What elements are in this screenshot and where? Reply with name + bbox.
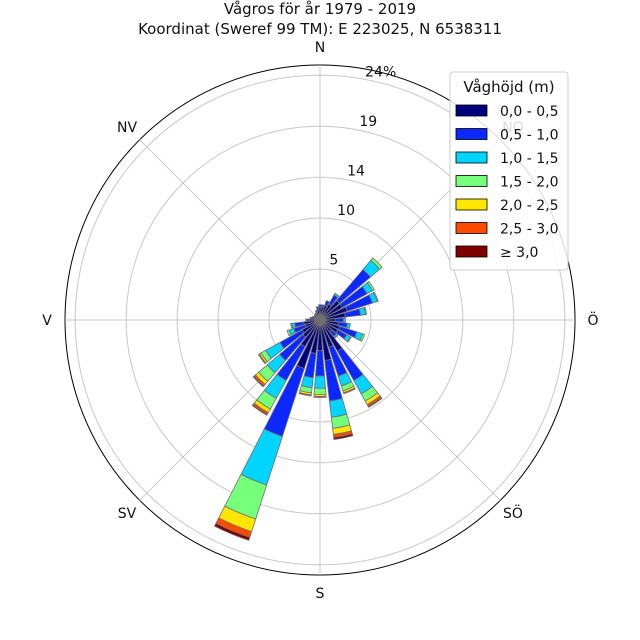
legend-swatch-0 bbox=[455, 104, 488, 117]
legend-swatch-6 bbox=[455, 245, 488, 258]
bar-sector-17-bin-5 bbox=[298, 392, 312, 397]
direction-label-5: SV bbox=[118, 506, 137, 522]
bar-sector-15-bin-6 bbox=[333, 433, 354, 440]
bar-sector-23-bin-3 bbox=[290, 322, 294, 329]
bar-sector-20-bin-6 bbox=[252, 375, 265, 388]
legend-label-4: 2,0 - 2,5 bbox=[500, 198, 558, 214]
bar-sector-8-bin-1 bbox=[334, 317, 344, 323]
bar-sector-16-bin-3 bbox=[313, 387, 327, 395]
radial-tick-label-3: 19 bbox=[359, 114, 377, 130]
legend: Våghöjd (m) 0,0 - 0,5 0,5 - 1,0 1,0 - 1,5 1… bbox=[449, 71, 569, 271]
legend-swatch-1 bbox=[455, 128, 488, 140]
direction-label-3: SÖ bbox=[503, 504, 523, 522]
bar-sector-8-bin-2 bbox=[342, 317, 346, 323]
bar-sector-4-bin-3 bbox=[370, 257, 383, 270]
bar-sector-5-bin-3 bbox=[366, 280, 375, 292]
bar-sector-2-bin-1 bbox=[324, 300, 330, 307]
radial-tick-label-0: 5 bbox=[329, 253, 338, 269]
grid-spoke-3 bbox=[319, 319, 501, 501]
radial-tick-labels: 5 10 14 19 24% bbox=[329, 65, 396, 269]
legend-swatch-2 bbox=[455, 151, 488, 164]
legend-entries: 0,0 - 0,5 0,5 - 1,0 1,0 - 1,5 1,5 - 2,0 2,0 … bbox=[455, 104, 558, 261]
bar-sector-0-bin-1 bbox=[318, 304, 322, 309]
bar-sector-24-bin-1 bbox=[306, 318, 311, 322]
chart-subtitle: Koordinat (Sweref 99 TM): E 223025, N 65… bbox=[138, 20, 502, 38]
radial-tick-label-2: 14 bbox=[347, 164, 365, 180]
bar-sector-1-bin-1 bbox=[321, 304, 325, 308]
bar-sector-13-bin-6 bbox=[367, 397, 383, 408]
bar-sector-31-bin-1 bbox=[315, 306, 320, 311]
bar-sector-3-bin-2 bbox=[333, 292, 340, 299]
bar-sector-18-bin-6 bbox=[213, 522, 251, 541]
rose-bars bbox=[213, 257, 383, 541]
bar-sector-24-bin-2 bbox=[305, 318, 308, 322]
direction-label-0: N bbox=[315, 40, 325, 56]
bar-sector-19-bin-6 bbox=[251, 404, 268, 416]
bar-sector-9-bin-2 bbox=[345, 322, 351, 329]
direction-label-2: Ö bbox=[587, 311, 598, 329]
bar-sector-16-bin-5 bbox=[313, 395, 327, 398]
bar-sector-11-bin-3 bbox=[346, 336, 352, 343]
direction-label-7: NV bbox=[117, 120, 137, 136]
legend-label-2: 1,0 - 1,5 bbox=[500, 151, 558, 167]
grid-spoke-7 bbox=[139, 139, 321, 321]
bar-sector-14-bin-5 bbox=[343, 387, 356, 395]
legend-label-1: 0,5 - 1,0 bbox=[500, 128, 558, 144]
direction-label-4: S bbox=[316, 586, 325, 602]
legend-title: Våghöjd (m) bbox=[463, 78, 554, 96]
legend-label-3: 1,5 - 2,0 bbox=[500, 175, 558, 191]
bar-sector-12-bin-2 bbox=[333, 333, 339, 339]
radial-tick-label-1: 10 bbox=[337, 203, 355, 219]
bar-sector-22-bin-3 bbox=[286, 329, 292, 337]
legend-swatch-3 bbox=[455, 175, 488, 187]
bar-sector-10-bin-3 bbox=[359, 333, 366, 342]
legend-swatch-4 bbox=[455, 198, 488, 211]
bar-sector-7-bin-3 bbox=[363, 306, 368, 316]
bar-sector-16-bin-1 bbox=[315, 350, 325, 377]
legend-label-0: 0,0 - 0,5 bbox=[500, 104, 558, 120]
bar-sector-6-bin-3 bbox=[373, 291, 379, 303]
legend-label-6: ≥ 3,0 bbox=[500, 245, 538, 261]
chart-title: Vågros för år 1979 - 2019 bbox=[224, 0, 416, 18]
legend-label-5: 2,5 - 3,0 bbox=[500, 222, 558, 238]
legend-box bbox=[449, 71, 569, 271]
bar-sector-21-bin-5 bbox=[257, 353, 267, 365]
direction-label-6: V bbox=[42, 313, 52, 329]
radial-tick-label-4: 24% bbox=[365, 65, 396, 81]
bar-sector-25-bin-1 bbox=[309, 316, 313, 320]
bar-sector-16-bin-2 bbox=[314, 375, 326, 389]
legend-swatch-5 bbox=[455, 222, 488, 234]
